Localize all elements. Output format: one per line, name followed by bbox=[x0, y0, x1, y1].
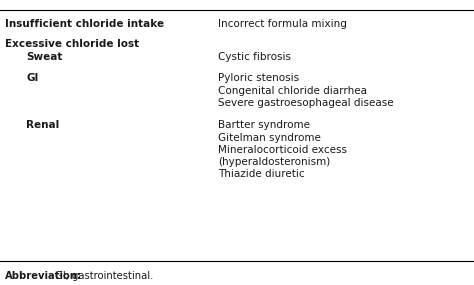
Text: Incorrect formula mixing: Incorrect formula mixing bbox=[218, 19, 347, 29]
Text: Thiazide diuretic: Thiazide diuretic bbox=[218, 169, 305, 179]
Text: Excessive chloride lost: Excessive chloride lost bbox=[5, 39, 139, 49]
Text: Abbreviation: GI, gastrointestinal.: Abbreviation: GI, gastrointestinal. bbox=[5, 271, 173, 281]
Text: Pyloric stenosis: Pyloric stenosis bbox=[218, 73, 299, 83]
Text: Bartter syndrome: Bartter syndrome bbox=[218, 120, 310, 130]
Text: Cystic fibrosis: Cystic fibrosis bbox=[218, 52, 291, 62]
Text: Sweat: Sweat bbox=[26, 52, 63, 62]
Text: Renal: Renal bbox=[26, 120, 59, 130]
Text: GI, gastrointestinal.: GI, gastrointestinal. bbox=[52, 271, 154, 281]
Text: Mineralocorticoid excess: Mineralocorticoid excess bbox=[218, 145, 347, 155]
Text: Gitelman syndrome: Gitelman syndrome bbox=[218, 133, 321, 142]
Text: (hyperaldosteronism): (hyperaldosteronism) bbox=[218, 157, 330, 167]
Text: Insufficient chloride intake: Insufficient chloride intake bbox=[5, 19, 164, 29]
Text: Severe gastroesophageal disease: Severe gastroesophageal disease bbox=[218, 98, 394, 108]
Text: GI: GI bbox=[26, 73, 38, 83]
Text: Abbreviation:: Abbreviation: bbox=[5, 271, 82, 281]
Text: Congenital chloride diarrhea: Congenital chloride diarrhea bbox=[218, 86, 367, 95]
